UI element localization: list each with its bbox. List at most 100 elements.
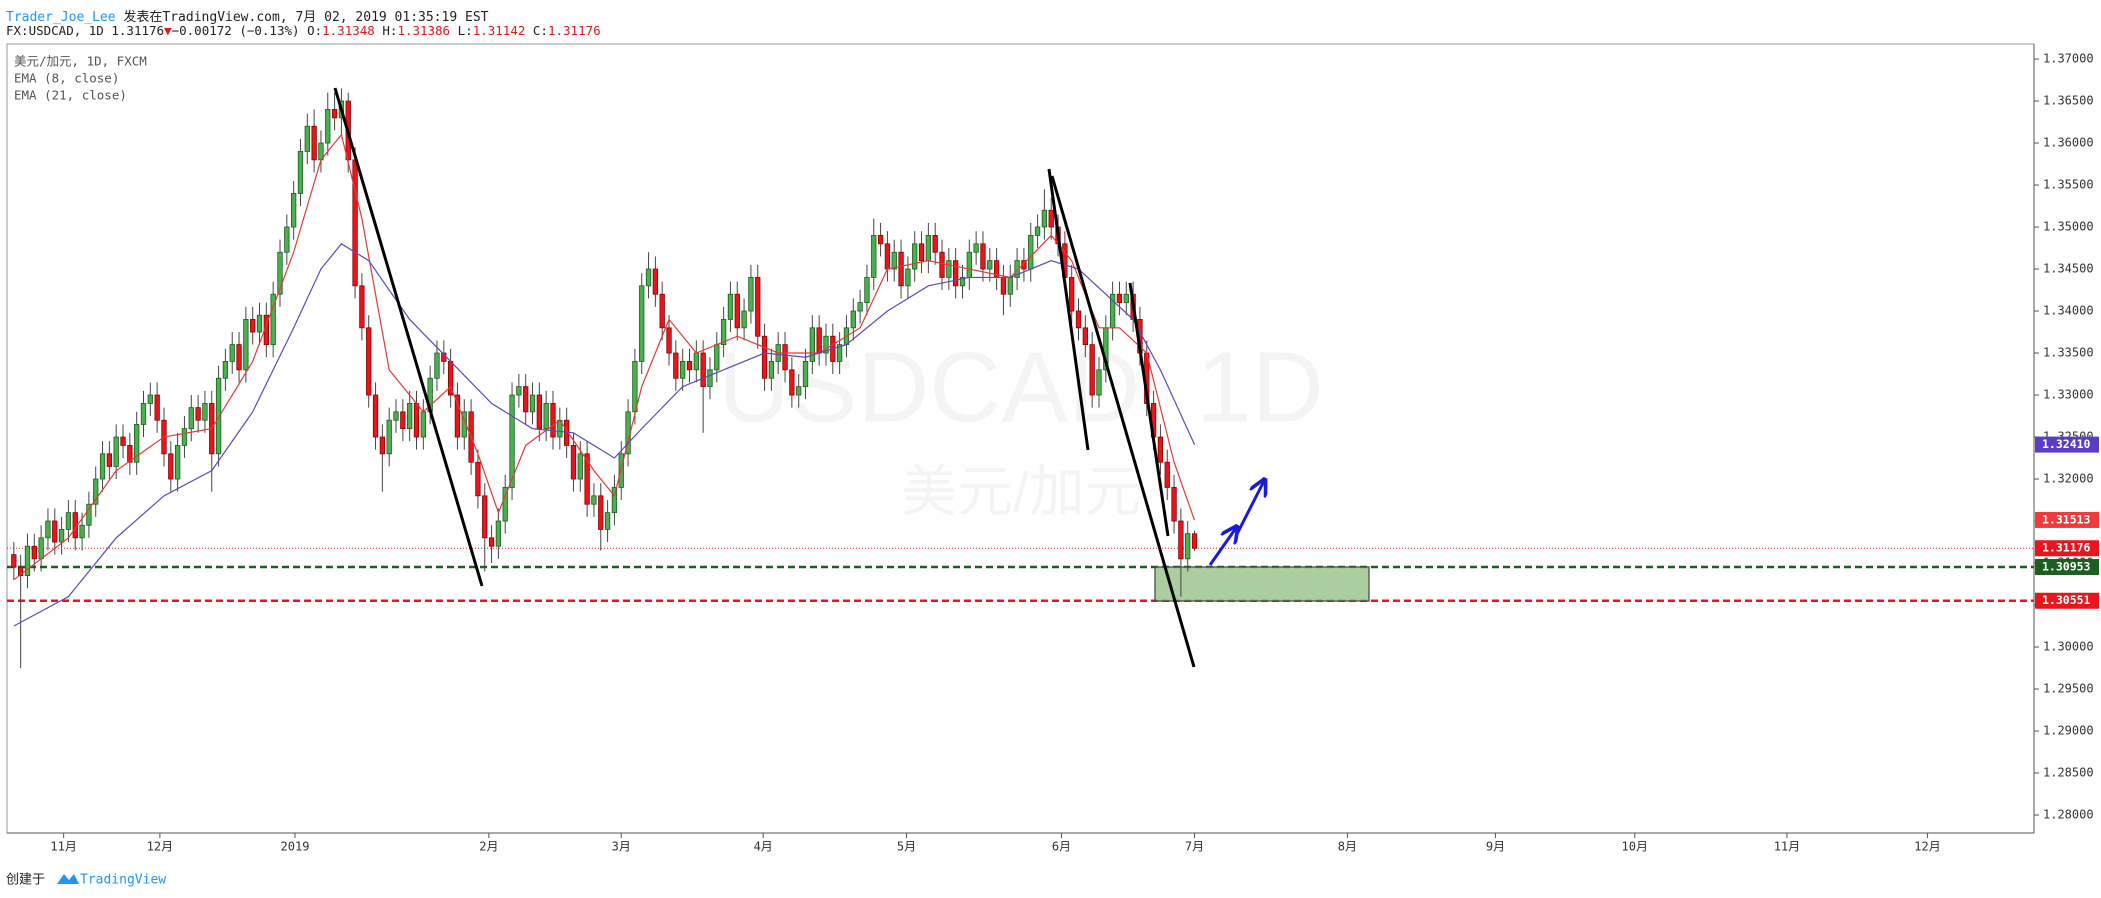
field-key: C: bbox=[532, 23, 548, 38]
y-tick-label: 1.30000 bbox=[2043, 640, 2094, 654]
candle-body bbox=[727, 293, 734, 320]
x-tick-label: 6月 bbox=[1052, 840, 1071, 854]
brand-logo bbox=[57, 874, 79, 884]
candle-body bbox=[482, 495, 488, 539]
candle-body bbox=[147, 394, 153, 404]
header-line-2: FX:USDCAD, 1D 1.31176▼−0.00172 (−0.13%) … bbox=[6, 23, 601, 38]
levels bbox=[7, 547, 2034, 602]
candle-body bbox=[11, 554, 17, 568]
x-tick-label: 4月 bbox=[754, 840, 773, 854]
x-tick-label: 11月 bbox=[50, 840, 76, 854]
candle-body bbox=[509, 394, 515, 488]
watermark-subtitle: 美元/加元 bbox=[901, 460, 1141, 523]
x-tick-label: 10月 bbox=[1622, 840, 1648, 854]
candle-body bbox=[577, 453, 583, 480]
x-tick-label: 7月 bbox=[1185, 840, 1204, 854]
legend-entry: EMA (8, close) bbox=[14, 71, 119, 86]
candle-body bbox=[516, 386, 522, 396]
ema-line bbox=[13, 243, 1196, 627]
price-tag bbox=[2035, 436, 2099, 453]
candle-body bbox=[864, 277, 870, 304]
candle-body bbox=[809, 327, 815, 362]
candle-body bbox=[400, 411, 406, 430]
candle-body bbox=[1082, 327, 1088, 346]
candle-body bbox=[632, 361, 638, 413]
candle-body bbox=[1041, 209, 1048, 228]
candle-body bbox=[1178, 520, 1184, 560]
candle-body bbox=[1021, 260, 1027, 270]
candle-body bbox=[925, 235, 932, 262]
arrow bbox=[1208, 528, 1236, 566]
candle-body bbox=[17, 566, 24, 577]
candle-body bbox=[99, 453, 106, 480]
price-tag-label: 1.31176 bbox=[2042, 541, 2091, 555]
candle-body bbox=[939, 251, 945, 278]
y-tick-label: 1.34500 bbox=[2043, 262, 2094, 276]
candle-body bbox=[79, 524, 85, 539]
price-tag bbox=[2035, 511, 2099, 528]
candle-body bbox=[372, 394, 379, 438]
y-tick-label: 1.35000 bbox=[2043, 220, 2094, 234]
candle-body bbox=[236, 344, 242, 371]
trend-line bbox=[1047, 168, 1090, 451]
candle-body bbox=[256, 314, 263, 333]
candle-body bbox=[352, 159, 358, 287]
candle-body bbox=[331, 109, 338, 119]
candle-body bbox=[748, 277, 754, 312]
candle-body bbox=[243, 319, 249, 371]
candle-body bbox=[980, 243, 986, 270]
candle-body bbox=[1007, 277, 1013, 295]
candle-body bbox=[407, 403, 413, 430]
price-tag-label: 1.30551 bbox=[2042, 593, 2091, 607]
field-value: 1.31176 bbox=[547, 23, 601, 38]
candle-body bbox=[134, 424, 140, 463]
footer-brand[interactable]: TradingView bbox=[80, 873, 166, 888]
price-tag bbox=[2035, 540, 2099, 557]
candle-body bbox=[284, 226, 290, 253]
candle-body bbox=[891, 251, 897, 270]
candle-body bbox=[659, 293, 665, 329]
candle-body bbox=[1028, 235, 1034, 270]
trend-line bbox=[333, 87, 484, 587]
field-value: 1.31142 bbox=[472, 23, 526, 38]
candle-body bbox=[959, 277, 966, 287]
arrow: ▼ bbox=[164, 23, 172, 38]
candle-body bbox=[666, 327, 672, 354]
axes: 1.28000 1.28500 1.29000 1.29500 1.30000 1.305… bbox=[14, 52, 2099, 854]
y-tick-label: 1.28500 bbox=[2043, 766, 2094, 780]
candle-body bbox=[693, 352, 699, 371]
candle-body bbox=[1069, 277, 1075, 312]
candle-body bbox=[188, 407, 194, 430]
candle-body bbox=[202, 403, 208, 421]
candle-body bbox=[290, 193, 297, 228]
candle-body bbox=[871, 235, 877, 278]
candle-body bbox=[714, 344, 720, 371]
candle-body bbox=[652, 268, 659, 295]
candle-body bbox=[912, 243, 918, 270]
x-tick-label: 5月 bbox=[897, 840, 916, 854]
y-tick-label: 1.29000 bbox=[2043, 724, 2094, 738]
candle-body bbox=[502, 487, 508, 522]
candle-body bbox=[222, 361, 229, 379]
price-tag bbox=[2035, 558, 2099, 575]
candle-body bbox=[932, 235, 938, 253]
candle-body bbox=[645, 268, 652, 287]
candle-body bbox=[823, 335, 829, 354]
author[interactable]: Trader_Joe_Lee bbox=[6, 10, 116, 25]
candle-body bbox=[215, 377, 222, 455]
trend-line bbox=[1128, 282, 1170, 537]
candle-body bbox=[570, 445, 577, 480]
candle-body bbox=[168, 453, 174, 480]
candle-body bbox=[755, 277, 761, 337]
candle-body bbox=[229, 344, 235, 362]
candle-body bbox=[973, 243, 979, 253]
candle-body bbox=[475, 461, 481, 497]
candle-body bbox=[31, 545, 37, 560]
candle-body bbox=[413, 403, 420, 438]
candle-body bbox=[1123, 293, 1129, 304]
ema-line bbox=[13, 133, 1196, 581]
candle-body bbox=[38, 537, 44, 560]
support-zone bbox=[1154, 566, 1370, 602]
y-tick-label: 1.36500 bbox=[2043, 94, 2094, 108]
candle-body bbox=[857, 302, 863, 312]
